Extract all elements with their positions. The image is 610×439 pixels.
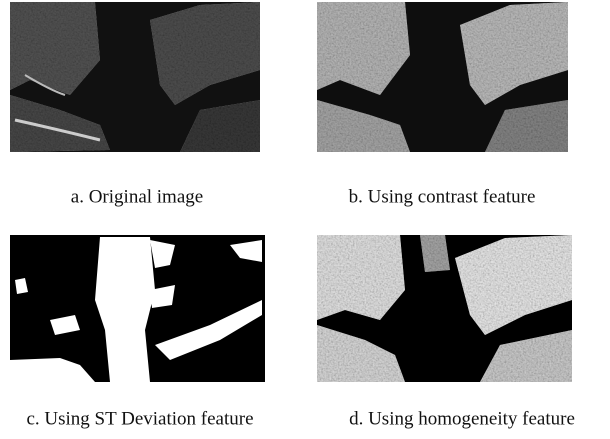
panel-original bbox=[10, 2, 260, 152]
caption: a. Original image bbox=[71, 186, 203, 207]
panel-homogeneity bbox=[317, 235, 572, 382]
panel-st-deviation bbox=[10, 235, 265, 382]
image-texture bbox=[317, 2, 568, 152]
caption: c. Using ST Deviation feature bbox=[26, 408, 253, 429]
caption: b. Using contrast feature bbox=[349, 186, 536, 207]
image-texture bbox=[10, 2, 260, 152]
caption: d. Using homogeneity feature bbox=[349, 408, 575, 429]
image-blobs bbox=[10, 237, 262, 382]
image-texture bbox=[317, 235, 572, 382]
panel-contrast bbox=[317, 2, 568, 152]
